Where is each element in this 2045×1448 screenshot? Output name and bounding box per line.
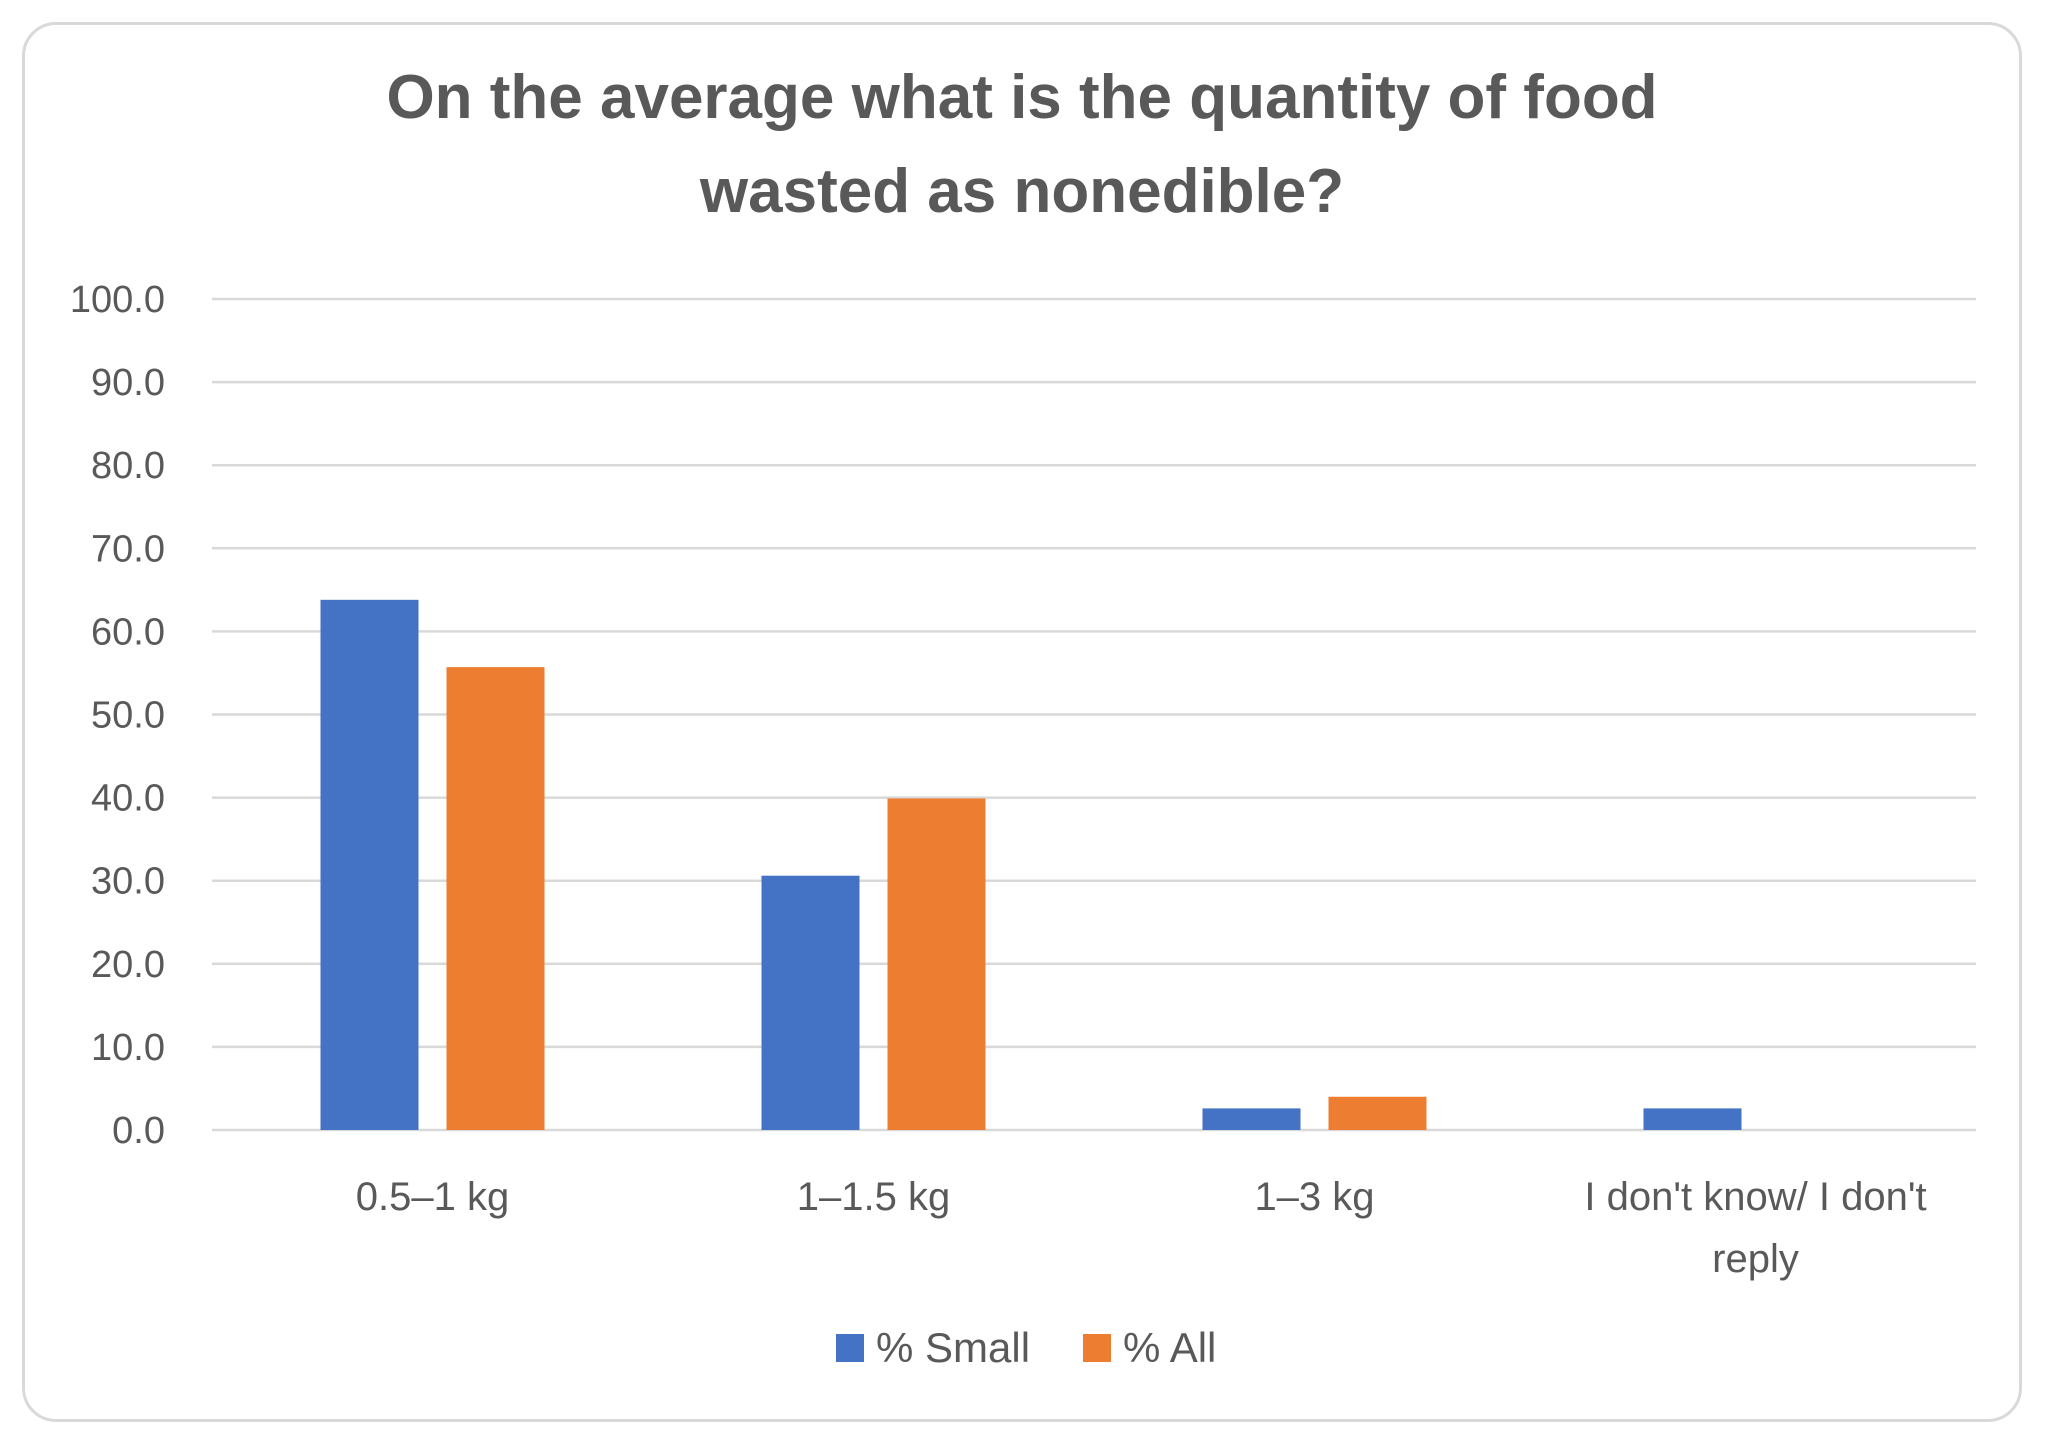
chart-title-line: wasted as nonedible?	[699, 157, 1344, 226]
x-category-label: 1–1.5 kg	[797, 1175, 950, 1219]
y-tick-label: 100.0	[70, 279, 165, 321]
y-axis-ticks: 0.0 10.0 20.0 30.0 40.0 50.0 60.0 70.0 80.0 90.0 1…	[70, 279, 165, 1152]
x-category-label: I don't know/ I don't	[1584, 1175, 1926, 1219]
chart-title: On the average what is the quantity of f…	[386, 63, 1657, 226]
legend-label: % Small	[876, 1324, 1030, 1371]
y-tick-label: 60.0	[91, 611, 165, 653]
bar-small-0	[320, 599, 419, 1130]
bar-small-2	[1202, 1108, 1301, 1130]
y-tick-label: 80.0	[91, 445, 165, 487]
y-tick-label: 10.0	[91, 1027, 165, 1069]
y-tick-label: 30.0	[91, 861, 165, 903]
bars	[320, 599, 1742, 1130]
x-category-label: 0.5–1 kg	[356, 1175, 509, 1219]
legend-label: % All	[1123, 1324, 1216, 1371]
y-tick-label: 50.0	[91, 695, 165, 737]
y-tick-label: 90.0	[91, 362, 165, 404]
bar-small-3	[1643, 1108, 1742, 1130]
legend: % Small % All	[836, 1324, 1216, 1371]
bar-all-0	[446, 667, 545, 1130]
x-category-label: 1–3 kg	[1254, 1175, 1374, 1219]
x-axis-categories: 0.5–1 kg 1–1.5 kg 1–3 kg I don't know/ I do…	[356, 1175, 1927, 1281]
legend-swatch	[1083, 1334, 1111, 1362]
x-category-label: reply	[1712, 1237, 1799, 1281]
y-tick-label: 70.0	[91, 528, 165, 570]
bar-all-2	[1328, 1096, 1427, 1130]
bar-small-1	[761, 875, 860, 1130]
bar-all-1	[887, 798, 986, 1130]
y-tick-label: 40.0	[91, 778, 165, 820]
legend-swatch	[836, 1334, 864, 1362]
chart-title-line: On the average what is the quantity of f…	[386, 63, 1657, 132]
y-tick-label: 0.0	[112, 1110, 165, 1152]
y-tick-label: 20.0	[91, 944, 165, 986]
